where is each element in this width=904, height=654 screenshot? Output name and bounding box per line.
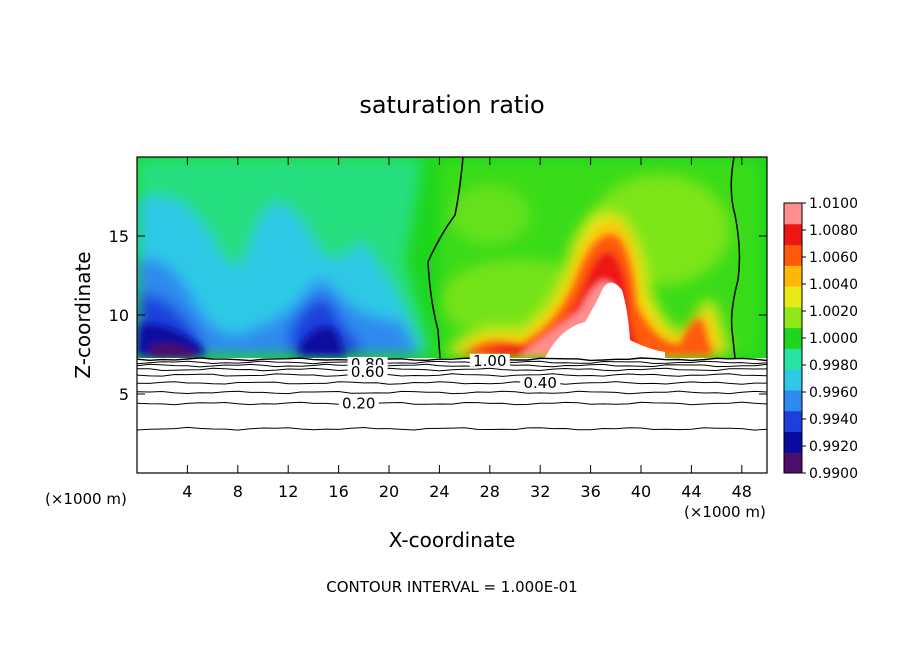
colorbar-label: 0.9980	[809, 358, 858, 374]
x-unit-right: (×1000 m)	[684, 503, 766, 521]
contour-label: 1.00	[473, 352, 506, 370]
contour-label-bg	[338, 396, 379, 410]
field-yellowgreen-3	[450, 185, 530, 245]
contour-label-bg	[469, 353, 510, 367]
colorbar-segment	[784, 286, 802, 308]
contour-line	[137, 367, 767, 372]
x-tick-label: 28	[480, 482, 500, 501]
y-tick-label: 10	[109, 306, 129, 325]
contour-1.00-left	[427, 157, 464, 359]
x-tick-label: 48	[732, 482, 752, 501]
y-tick-label: 15	[109, 227, 129, 246]
contour-line	[137, 390, 767, 395]
colorbar-label: 1.0080	[809, 223, 858, 239]
colorbar-label: 0.9900	[809, 466, 858, 482]
contour-label: 0.60	[351, 363, 384, 381]
contour-line	[137, 426, 767, 431]
contour-line	[137, 363, 767, 368]
colorbar-label: 1.0020	[809, 304, 858, 320]
x-tick-label: 40	[631, 482, 651, 501]
contour-label: 0.40	[523, 374, 556, 392]
chart-title: saturation ratio	[359, 91, 544, 119]
contour-lines	[137, 357, 767, 431]
x-tick-label: 12	[278, 482, 298, 501]
colorbar-label: 0.9940	[809, 412, 858, 428]
y-axis-label: Z-coordinate	[71, 251, 95, 378]
contour-line	[137, 381, 767, 385]
contour-1.00-right	[730, 157, 741, 359]
x-axis-label: X-coordinate	[389, 528, 516, 552]
field-left-lightblue	[137, 258, 420, 355]
contour-line	[137, 357, 767, 362]
colorbar-segment	[784, 306, 802, 329]
contour-line	[137, 401, 767, 406]
x-tick-label: 32	[530, 482, 550, 501]
x-unit-left: (×1000 m)	[45, 490, 127, 508]
contour-label-bg	[347, 364, 388, 378]
contour-interval-note: CONTOUR INTERVAL = 1.000E-01	[326, 578, 577, 596]
colorbar-segment	[784, 203, 802, 225]
colorbar-segment	[784, 410, 802, 432]
colorbar-segment	[784, 348, 802, 370]
colorbar-segment	[784, 244, 802, 266]
field-left-darkblue-2	[300, 327, 345, 355]
plume-white-core	[545, 282, 665, 358]
x-tick-label: 16	[328, 482, 348, 501]
colorbar-label: 1.0040	[809, 277, 858, 293]
colorbar-segment	[784, 327, 802, 349]
colorbar-segment	[784, 431, 802, 453]
x-tick-label: 4	[182, 482, 192, 501]
contour-label: 0.20	[342, 394, 375, 412]
x-tick-label: 36	[580, 482, 600, 501]
heatmap-plot-area: 0.800.600.400.201.00	[137, 157, 767, 473]
colorbar-segment	[784, 223, 802, 246]
y-tick-label: 5	[119, 385, 129, 404]
colorbar-label: 0.9920	[809, 439, 858, 455]
lower-region	[137, 358, 767, 473]
colorbar-segment	[784, 265, 802, 287]
colorbar: 1.0100 1.0080 1.0060 1.0040 1.0020 1.0000 0.99…	[783, 196, 858, 482]
contour-line	[137, 360, 767, 365]
x-tick-label: 8	[233, 482, 243, 501]
contour-label-bg	[520, 375, 561, 389]
contour-labels: 0.800.600.400.201.00	[338, 352, 561, 412]
y-axis-ticks: 5 10 15	[109, 227, 767, 404]
colorbar-segment	[784, 452, 802, 474]
colorbar-label: 0.9960	[809, 385, 858, 401]
colorbar-segment	[784, 389, 802, 412]
x-tick-label: 24	[429, 482, 449, 501]
field-left-purple	[150, 343, 195, 358]
colorbar-label: 1.0000	[809, 331, 858, 347]
contour-line	[137, 373, 767, 377]
x-tick-label: 44	[681, 482, 701, 501]
colorbar-label: 1.0060	[809, 250, 858, 266]
x-axis-ticks: 4 8 12 16 20 24 28 32 36 40 44 48	[182, 157, 752, 501]
colorbar-segment	[784, 369, 802, 391]
colorbar-label: 1.0100	[809, 196, 858, 212]
x-tick-label: 20	[379, 482, 399, 501]
